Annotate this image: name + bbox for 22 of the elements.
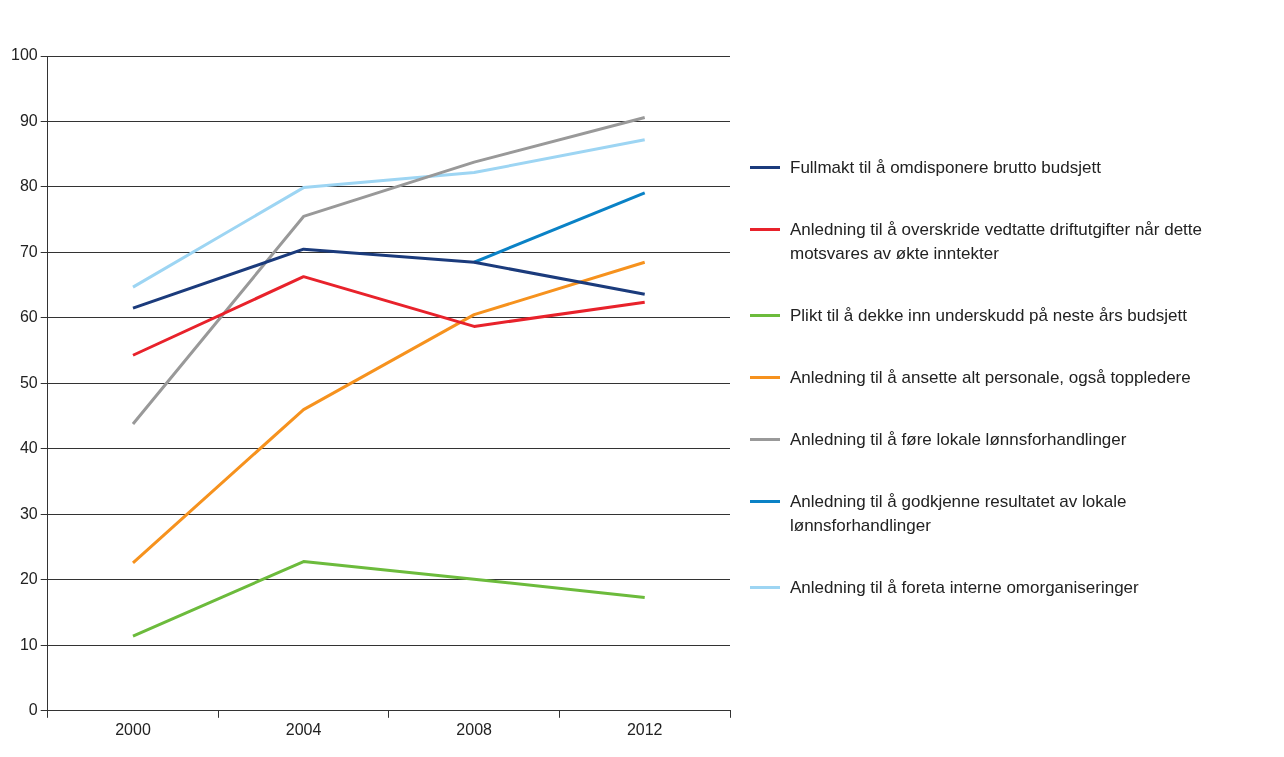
x-tick-label: 2012 [626, 720, 663, 738]
y-tick-label: 20 [19, 570, 38, 588]
x-tick-label: 2008 [456, 720, 493, 738]
y-tick-label: 10 [19, 635, 38, 653]
legend-label: Anledning til å godkjenne resultatet av lokale lønnsforhandlinger [790, 491, 1128, 537]
legend-label: Anledning til å føre lokale lønnsforhandlinger [790, 429, 1127, 451]
y-tick-label: 0 [28, 701, 38, 719]
x-tick-label: 2000 [115, 720, 151, 738]
y-tick-label: 60 [19, 308, 38, 326]
y-tick-label: 80 [19, 177, 38, 195]
legend-label: Anledning til å overskride vedtatte driftutgifter når dette motsvares av økte inntekter [790, 219, 1203, 265]
x-tick-label: 2004 [285, 720, 322, 738]
legend-label: Anledning til å foreta interne omorganiseringer [790, 577, 1139, 599]
y-tick-label: 90 [19, 111, 38, 129]
legend-label: Anledning til å ansette alt personale, også toppledere [790, 367, 1191, 389]
y-tick-label: 30 [19, 504, 38, 522]
y-tick-label: 100 [10, 46, 38, 64]
y-tick-label: 50 [19, 373, 38, 391]
legend-label: Plikt til å dekke inn underskudd på neste års budsjett [790, 305, 1187, 327]
y-tick-label: 40 [19, 439, 38, 457]
legend-label: Fullmakt til å omdisponere brutto budsjett [790, 157, 1101, 179]
y-tick-label: 70 [19, 242, 38, 260]
